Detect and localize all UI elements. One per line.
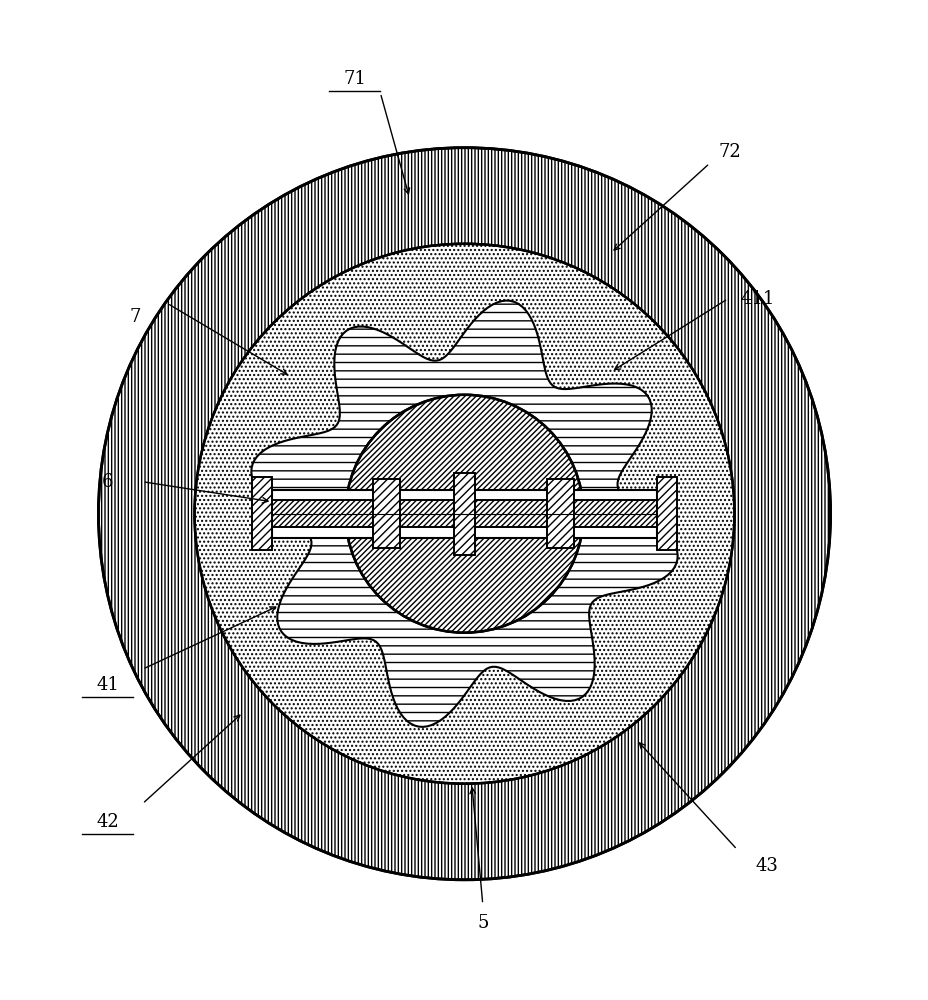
Text: 6: 6 [102,473,113,491]
Text: 42: 42 [97,813,119,831]
Bar [372,479,400,548]
Circle shape [194,244,734,784]
Text: 7: 7 [129,308,141,326]
Bar [272,500,656,527]
Bar [372,479,400,548]
Text: 5: 5 [477,914,488,932]
Bar [454,473,474,555]
Text: 41: 41 [97,676,119,694]
Bar [272,500,656,527]
Bar [656,477,677,550]
Circle shape [345,395,583,633]
Bar [272,490,656,538]
Bar [656,477,677,550]
Polygon shape [251,301,677,727]
Bar [251,477,272,550]
Bar [547,479,574,548]
Bar [547,479,574,548]
Text: 71: 71 [342,70,366,88]
Text: 411: 411 [740,290,774,308]
Text: 43: 43 [754,857,777,875]
Bar [454,473,474,555]
Text: 72: 72 [717,143,741,161]
Bar [251,477,272,550]
Circle shape [98,148,830,880]
